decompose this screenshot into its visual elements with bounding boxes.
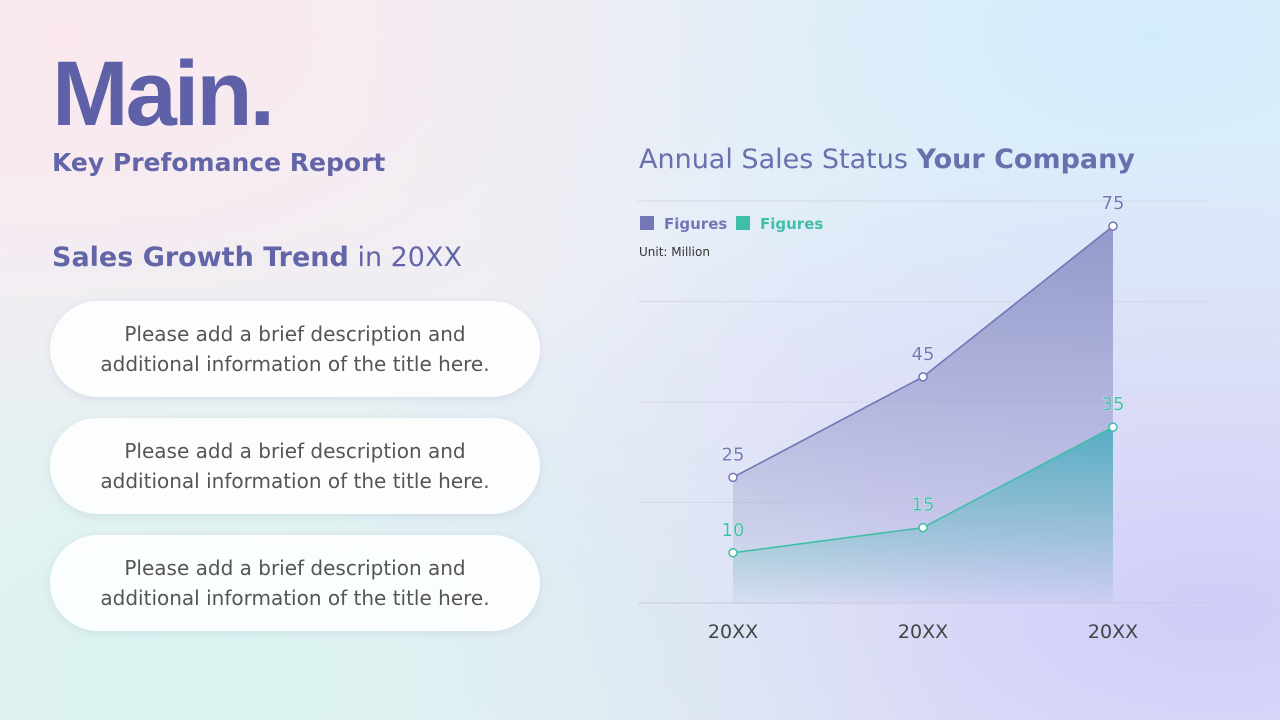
data-point (918, 522, 928, 533)
chart-title: Annual Sales Status Your Company (639, 144, 1135, 175)
section-title-rest: in 20XX (357, 242, 462, 273)
card-text: Please add a brief description and (124, 556, 466, 580)
x-tick-label: 20XX (898, 621, 948, 643)
area-fill (733, 427, 1113, 603)
unit-label: Unit: Million (639, 245, 710, 259)
data-point (1108, 422, 1118, 432)
card: Please add a brief description and additi… (50, 418, 540, 514)
legend-swatch (640, 216, 654, 230)
data-point (728, 472, 738, 483)
card-text: additional information of the title here… (100, 469, 490, 493)
card: Please add a brief description and additi… (50, 535, 540, 631)
card-text: Please add a brief description and (124, 439, 466, 463)
data-label: 45 (912, 344, 935, 365)
data-label: 10 (722, 520, 745, 541)
data-point (728, 548, 738, 558)
data-label: 25 (722, 444, 745, 465)
legend-swatch (736, 216, 750, 230)
x-tick-label: 20XX (708, 621, 758, 643)
chart-title-bold: Your Company (916, 144, 1136, 175)
chart-title-main: Annual Sales Status (639, 144, 908, 175)
data-label: 15 (912, 495, 935, 516)
section-title: Sales Growth Trend in 20XX (52, 242, 462, 273)
data-label: 35 (1102, 394, 1125, 415)
card-text: additional information of the title here… (100, 352, 490, 376)
section-title-bold: Sales Growth Trend (52, 242, 349, 273)
card: Please add a brief description and additi… (50, 301, 540, 397)
x-tick-label: 20XX (1088, 621, 1138, 643)
main-title: Main. (52, 43, 275, 145)
legend-label: Figures (760, 215, 823, 233)
legend-label: Figures (664, 215, 727, 233)
card-text: Please add a brief description and (124, 322, 466, 346)
data-point (1108, 221, 1118, 231)
card-text: additional information of the title here… (100, 586, 490, 610)
data-label: 75 (1102, 193, 1125, 214)
data-point (918, 372, 928, 382)
subtitle: Key Prefomance Report (52, 148, 386, 177)
